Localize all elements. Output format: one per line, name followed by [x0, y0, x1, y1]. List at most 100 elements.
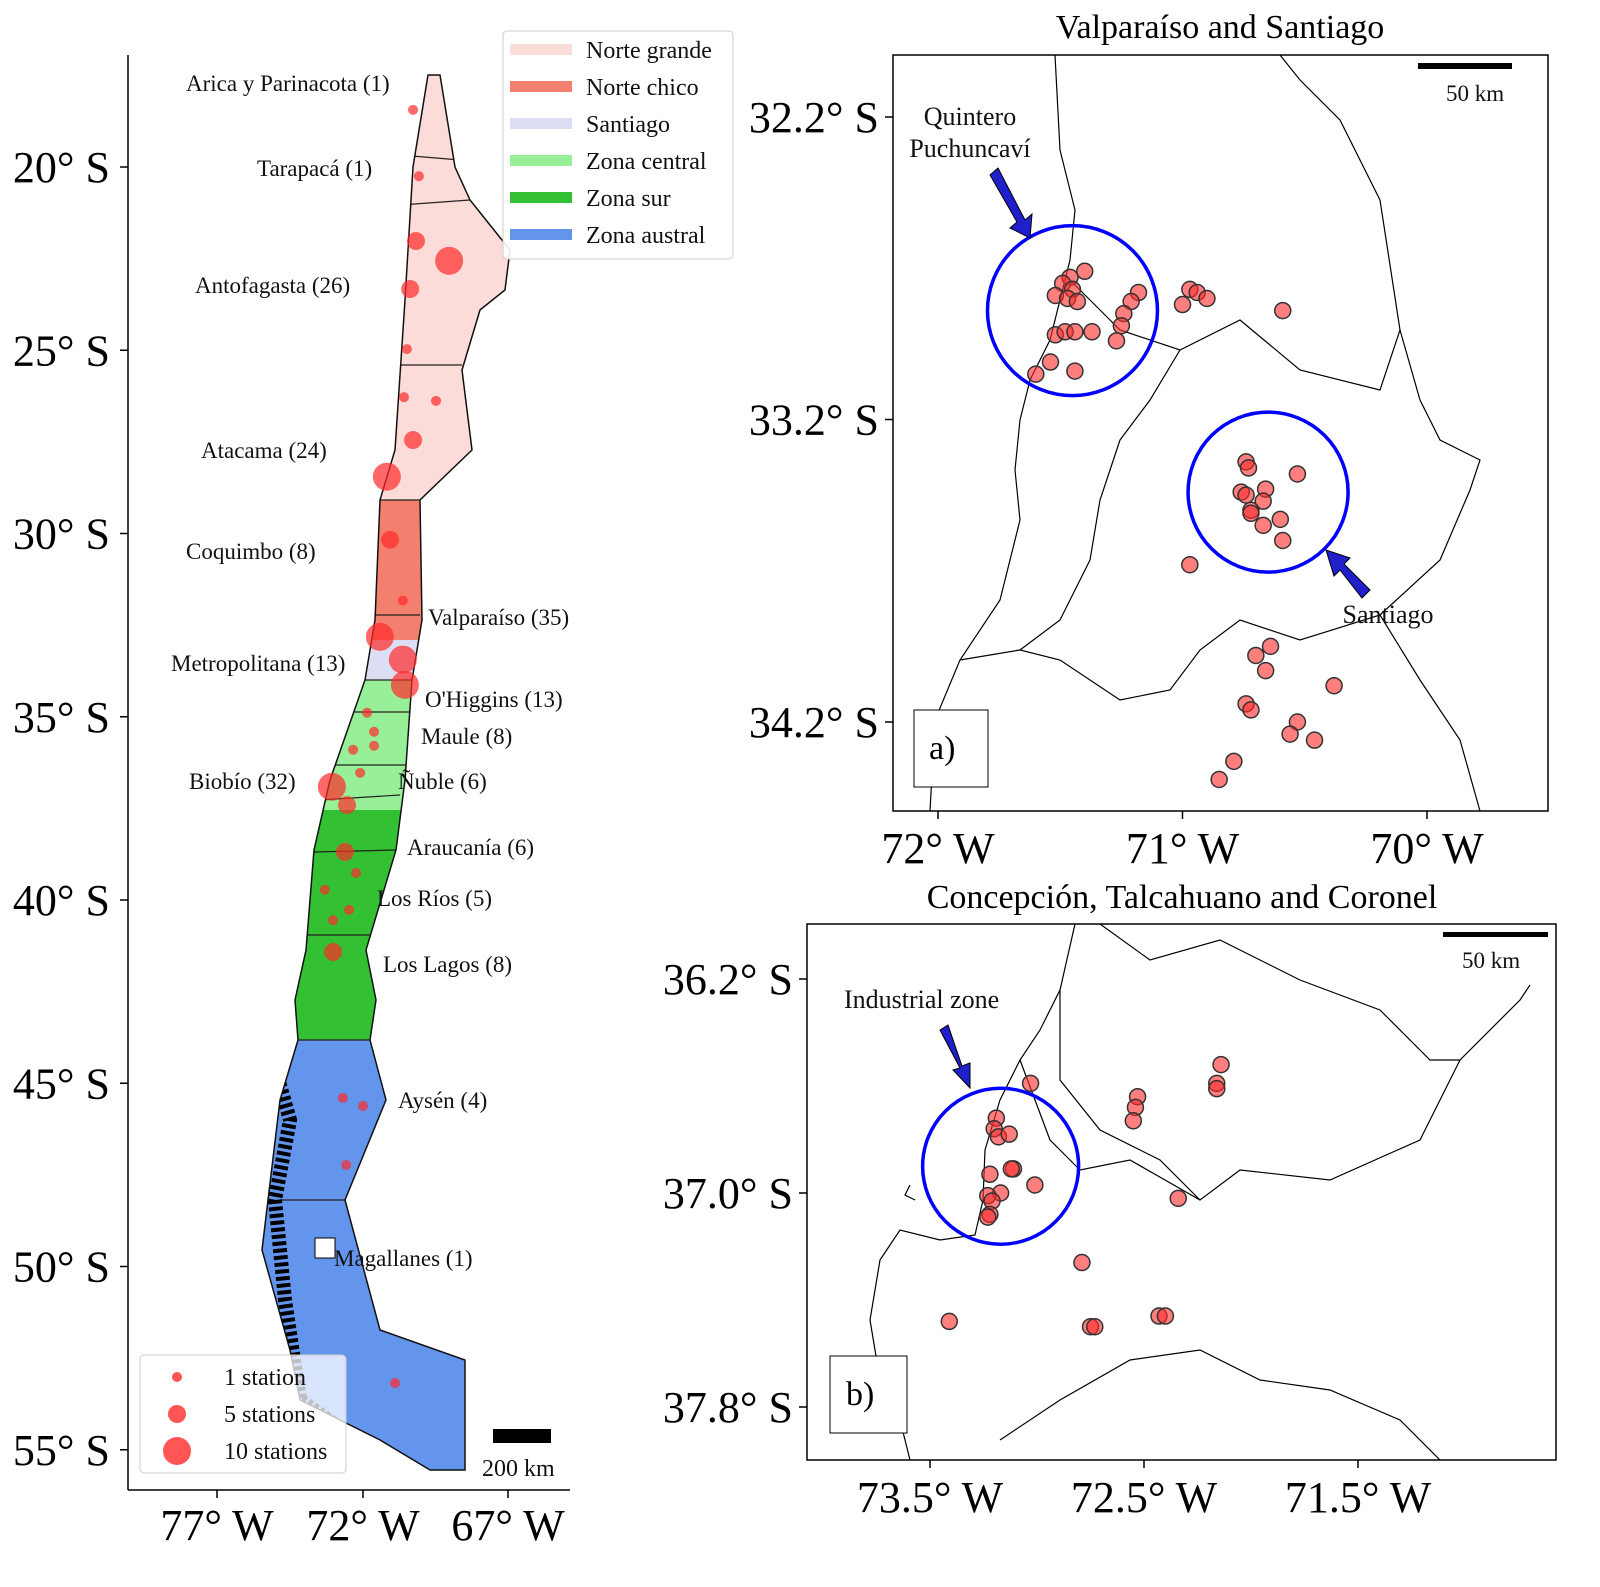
lon-tick-label: 72° W: [306, 1501, 420, 1550]
lat-tick-label: 35° S: [13, 693, 110, 742]
station-marker: [1169, 1189, 1187, 1208]
region-label: Aysén (4): [398, 1088, 487, 1113]
station-marker: [1198, 289, 1216, 308]
station-marker: [1325, 676, 1343, 695]
station-marker: [979, 1208, 997, 1226]
legend-marker: [168, 1405, 186, 1423]
lat-tick-label: 25° S: [13, 326, 110, 375]
station-marker: [1075, 262, 1094, 281]
station-marker: [435, 246, 464, 275]
lon-tick-label: 72° W: [881, 824, 995, 873]
annotation-industrial-zone: Industrial zone: [844, 985, 999, 1014]
station-marker: [369, 726, 380, 737]
region-label: Antofagasta (26): [195, 273, 350, 298]
scale-bar: 50 km: [1418, 63, 1512, 106]
panel-label-a: a): [913, 709, 989, 788]
svg-text:50 km: 50 km: [1446, 81, 1504, 106]
station-marker: [1002, 1160, 1021, 1178]
station-marker: [1237, 486, 1255, 504]
station-marker: [1124, 1112, 1143, 1130]
legend-label: Santiago: [586, 112, 670, 138]
legend-label: Norte grande: [586, 38, 712, 64]
region-label: Valparaíso (35): [428, 605, 569, 630]
region-label: Ñuble (6): [398, 769, 487, 794]
station-marker: [1254, 492, 1272, 510]
station-marker: [1242, 701, 1260, 719]
station-marker: [381, 530, 400, 549]
station-marker: [1083, 323, 1101, 341]
station-marker: [1247, 646, 1265, 665]
arrow-icon: [1325, 549, 1371, 599]
station-marker: [1066, 323, 1084, 341]
legend-marker: [172, 1372, 182, 1382]
station-marker: [355, 767, 366, 778]
station-marker: [1288, 465, 1307, 483]
annotation-quintero: Quintero: [924, 102, 1016, 131]
station-marker: [1086, 1318, 1104, 1336]
lon-tick-label: 72.5° W: [1071, 1473, 1218, 1522]
inset-b-title: Concepción, Talcahuano and Coronel: [927, 879, 1438, 916]
main-map: 20° S 25° S 30° S 35° S 40° S 45° S 50° S 55° S…: [13, 30, 734, 1550]
lat-tick-label: 45° S: [13, 1059, 110, 1108]
station-marker: [1066, 362, 1084, 380]
region-label: Atacama (24): [201, 438, 327, 463]
region-label: Arica y Parinacota (1): [186, 71, 390, 96]
svg-text:b): b): [846, 1376, 874, 1413]
lat-tick-label: 30° S: [13, 510, 110, 559]
magallanes-marker: [314, 1237, 336, 1259]
legend-label: Zona central: [586, 149, 707, 175]
lat-tick-label: 20° S: [13, 143, 110, 192]
station-marker: [1156, 1307, 1175, 1325]
region-label: Metropolitana (13): [171, 651, 345, 676]
station-marker: [337, 1092, 348, 1103]
legend-label: Norte chico: [586, 75, 699, 101]
zone-legend: Norte grande Norte chico Santiago Zona cent…: [502, 30, 734, 260]
legend-label: 10 stations: [224, 1439, 327, 1465]
station-marker: [1208, 1079, 1226, 1098]
region-label: Magallanes (1): [334, 1246, 473, 1271]
lon-tick-label: 67° W: [451, 1501, 565, 1550]
station-marker: [1068, 292, 1087, 311]
station-marker: [1254, 516, 1272, 535]
highlight-circle: [920, 1086, 1081, 1246]
station-marker: [940, 1312, 959, 1331]
station-marker: [1000, 1125, 1018, 1143]
station-marker: [1210, 770, 1228, 789]
region-label: O'Higgins (13): [425, 687, 563, 712]
highlight-circle: [985, 223, 1160, 398]
region-label: Biobío (32): [189, 769, 296, 794]
station-marker: [1021, 1074, 1040, 1093]
station-marker: [401, 344, 412, 355]
station-marker: [1073, 1253, 1091, 1272]
inset-a-boundaries: [929, 55, 1481, 811]
station-marker: [1041, 353, 1060, 371]
legend-marker: [163, 1437, 191, 1465]
inset-a-title: Valparaíso and Santiago: [1056, 9, 1385, 46]
annotation-puchuncavi: Puchuncaví: [909, 134, 1030, 163]
station-marker: [404, 431, 423, 450]
station-marker: [1112, 316, 1131, 335]
station-marker: [406, 232, 425, 251]
main-stations: [317, 104, 464, 1389]
lat-tick-label: 36.2° S: [663, 955, 793, 1004]
station-marker: [1256, 661, 1275, 680]
svg-text:50 km: 50 km: [1462, 948, 1520, 973]
station-marker: [1173, 295, 1192, 314]
legend-swatch: [510, 229, 572, 240]
station-marker: [1273, 301, 1292, 320]
highlight-circle: [1186, 410, 1350, 574]
station-marker: [1271, 510, 1290, 529]
station-marker: [348, 744, 359, 755]
scale-bar: 50 km: [1443, 932, 1548, 973]
svg-text:a): a): [929, 730, 955, 767]
station-marker: [1242, 504, 1260, 523]
legend-swatch: [510, 118, 572, 129]
svg-text:200 km: 200 km: [482, 1456, 555, 1482]
station-marker: [1281, 725, 1299, 743]
lat-tick-label: 55° S: [13, 1426, 110, 1475]
region-label: Tarapacá (1): [257, 156, 372, 181]
station-marker: [408, 104, 419, 115]
station-marker: [341, 1159, 352, 1170]
station-marker: [324, 943, 343, 962]
